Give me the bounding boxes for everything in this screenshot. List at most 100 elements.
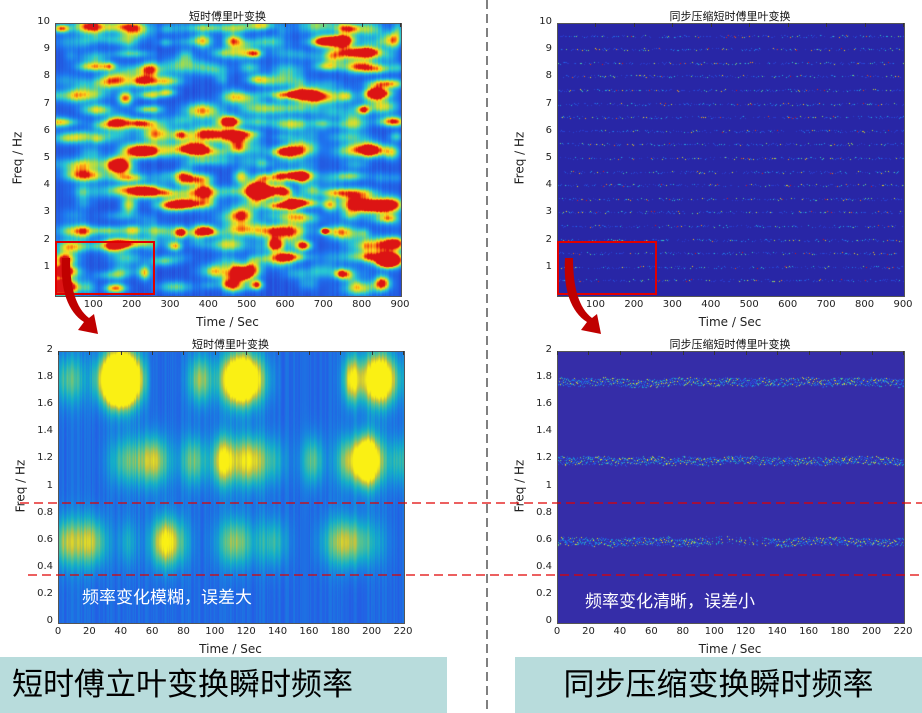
x-tick-mark bbox=[277, 351, 279, 355]
x-axis-label: Time / Sec bbox=[698, 642, 762, 656]
x-tick-label: 900 bbox=[390, 299, 410, 310]
y-tick-label: 1 bbox=[43, 260, 50, 272]
x-tick-mark bbox=[361, 23, 363, 27]
spectrogram-panel: 同步压缩短时傅里叶变换 0 20 40 60 80 100 120 140 160 180 200 22… bbox=[512, 338, 912, 656]
x-tick-label: 400 bbox=[198, 299, 218, 310]
chart-title: 短时傅里叶变换 bbox=[192, 338, 269, 351]
chart-title: 同步压缩短时傅里叶变换 bbox=[669, 338, 791, 351]
x-tick-label: 700 bbox=[313, 299, 333, 310]
x-tick-mark bbox=[672, 23, 674, 27]
x-tick-mark bbox=[826, 23, 828, 27]
x-tick-label: 100 bbox=[704, 626, 724, 637]
y-tick-label: 1 bbox=[46, 479, 53, 491]
y-tick-label: 10 bbox=[37, 16, 50, 27]
y-tick-label: 1.6 bbox=[37, 398, 53, 410]
x-tick-label: 300 bbox=[662, 299, 682, 310]
y-axis-label: Freq / Hz bbox=[13, 459, 28, 512]
x-tick-mark bbox=[93, 23, 95, 27]
x-tick-label: 200 bbox=[122, 299, 142, 310]
heatmap bbox=[58, 351, 405, 624]
y-tick-label: 0 bbox=[545, 615, 552, 626]
y-tick-label: 5 bbox=[545, 152, 552, 163]
x-tick-label: 0 bbox=[553, 626, 561, 637]
y-tick-label: 4 bbox=[545, 179, 552, 191]
y-tick-label: 7 bbox=[545, 97, 552, 109]
y-tick-label: 1.8 bbox=[536, 371, 552, 383]
x-tick-mark bbox=[308, 351, 310, 355]
x-tick-mark bbox=[400, 23, 401, 27]
y-tick-label: 0.4 bbox=[37, 560, 53, 572]
x-tick-mark bbox=[651, 351, 653, 355]
x-tick-mark bbox=[619, 351, 621, 355]
x-tick-mark bbox=[864, 23, 866, 27]
y-tick-label: 2 bbox=[46, 344, 53, 355]
y-tick-label: 0.6 bbox=[37, 533, 53, 545]
x-tick-label: 120 bbox=[236, 626, 256, 637]
x-tick-label: 300 bbox=[160, 299, 180, 310]
x-tick-label: 100 bbox=[205, 626, 225, 637]
x-tick-mark bbox=[777, 351, 779, 355]
annotation-text: 频率变化清晰，误差小 bbox=[585, 592, 755, 612]
x-tick-label: 140 bbox=[767, 626, 787, 637]
x-tick-mark bbox=[871, 351, 873, 355]
x-tick-mark bbox=[808, 351, 810, 355]
x-tick-mark bbox=[246, 351, 248, 355]
y-tick-label: 4 bbox=[43, 179, 50, 191]
x-tick-label: 100 bbox=[585, 299, 605, 310]
y-tick-label: 1.8 bbox=[37, 371, 53, 383]
x-tick-label: 0 bbox=[54, 626, 62, 637]
y-tick-label: 8 bbox=[545, 70, 552, 82]
caption-sst: 同步压缩变换瞬时频率 bbox=[515, 657, 922, 713]
x-tick-mark bbox=[588, 351, 590, 355]
y-tick-label: 0.6 bbox=[536, 533, 552, 545]
y-tick-label: 2 bbox=[545, 344, 552, 355]
y-axis-label: Freq / Hz bbox=[512, 459, 527, 512]
x-tick-mark bbox=[208, 23, 210, 27]
x-tick-label: 500 bbox=[237, 299, 257, 310]
x-tick-mark bbox=[903, 351, 904, 355]
chart-title: 短时傅里叶变换 bbox=[189, 10, 266, 23]
x-tick-mark bbox=[323, 23, 325, 27]
x-tick-label: 700 bbox=[816, 299, 836, 310]
x-tick-label: 200 bbox=[624, 299, 644, 310]
x-tick-mark bbox=[710, 23, 712, 27]
x-tick-mark bbox=[340, 351, 342, 355]
y-tick-label: 1.2 bbox=[536, 452, 552, 464]
y-tick-label: 0.2 bbox=[37, 587, 53, 599]
x-tick-label: 140 bbox=[267, 626, 288, 637]
y-tick-label: 9 bbox=[545, 43, 552, 55]
y-tick-label: 1.4 bbox=[536, 425, 552, 437]
y-tick-label: 1.4 bbox=[37, 425, 53, 437]
heatmap bbox=[557, 351, 905, 624]
highlight-box bbox=[55, 240, 155, 295]
y-tick-label: 1.2 bbox=[37, 452, 53, 464]
x-tick-label: 500 bbox=[739, 299, 759, 310]
x-tick-mark bbox=[745, 351, 747, 355]
x-tick-mark bbox=[131, 23, 133, 27]
x-tick-label: 400 bbox=[701, 299, 721, 310]
x-tick-mark bbox=[152, 351, 154, 355]
highlight-box bbox=[557, 240, 657, 295]
x-tick-label: 800 bbox=[855, 299, 875, 310]
spectrogram-panel: 同步压缩短时傅里叶变换 100 200 300 400 500 600 700 800 900 1 2… bbox=[512, 10, 912, 329]
x-tick-label: 20 bbox=[582, 626, 595, 637]
y-tick-label: 2 bbox=[545, 233, 552, 245]
chart-title: 同步压缩短时傅里叶变换 bbox=[669, 10, 791, 23]
x-tick-label: 20 bbox=[82, 626, 96, 637]
x-tick-label: 160 bbox=[799, 626, 819, 637]
y-tick-label: 0 bbox=[46, 615, 53, 626]
x-tick-label: 60 bbox=[644, 626, 658, 637]
x-tick-label: 220 bbox=[893, 626, 913, 637]
spectrogram-panel: 短时傅里叶变换 0 20 40 60 80 100 120 140 160 180 200 220 0 0.… bbox=[13, 338, 412, 656]
y-tick-label: 3 bbox=[545, 206, 552, 218]
y-tick-label: 0.8 bbox=[37, 506, 53, 518]
x-tick-mark bbox=[714, 351, 716, 355]
x-axis-label: Time / Sec bbox=[196, 315, 259, 329]
x-tick-mark bbox=[682, 351, 684, 355]
y-tick-label: 6 bbox=[43, 124, 50, 136]
heatmap bbox=[55, 23, 402, 297]
y-tick-label: 1.6 bbox=[536, 398, 552, 410]
x-tick-label: 220 bbox=[393, 626, 413, 637]
x-tick-mark bbox=[840, 351, 842, 355]
x-tick-mark bbox=[183, 351, 185, 355]
